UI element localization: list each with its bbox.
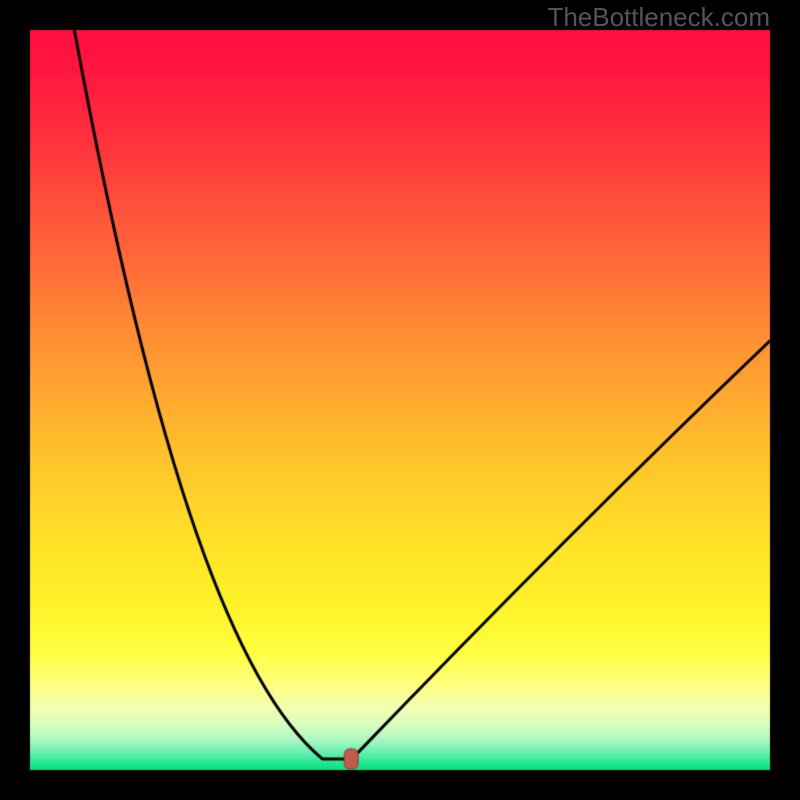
bottleneck-curve — [0, 0, 800, 800]
watermark-text: TheBottleneck.com — [547, 2, 770, 33]
